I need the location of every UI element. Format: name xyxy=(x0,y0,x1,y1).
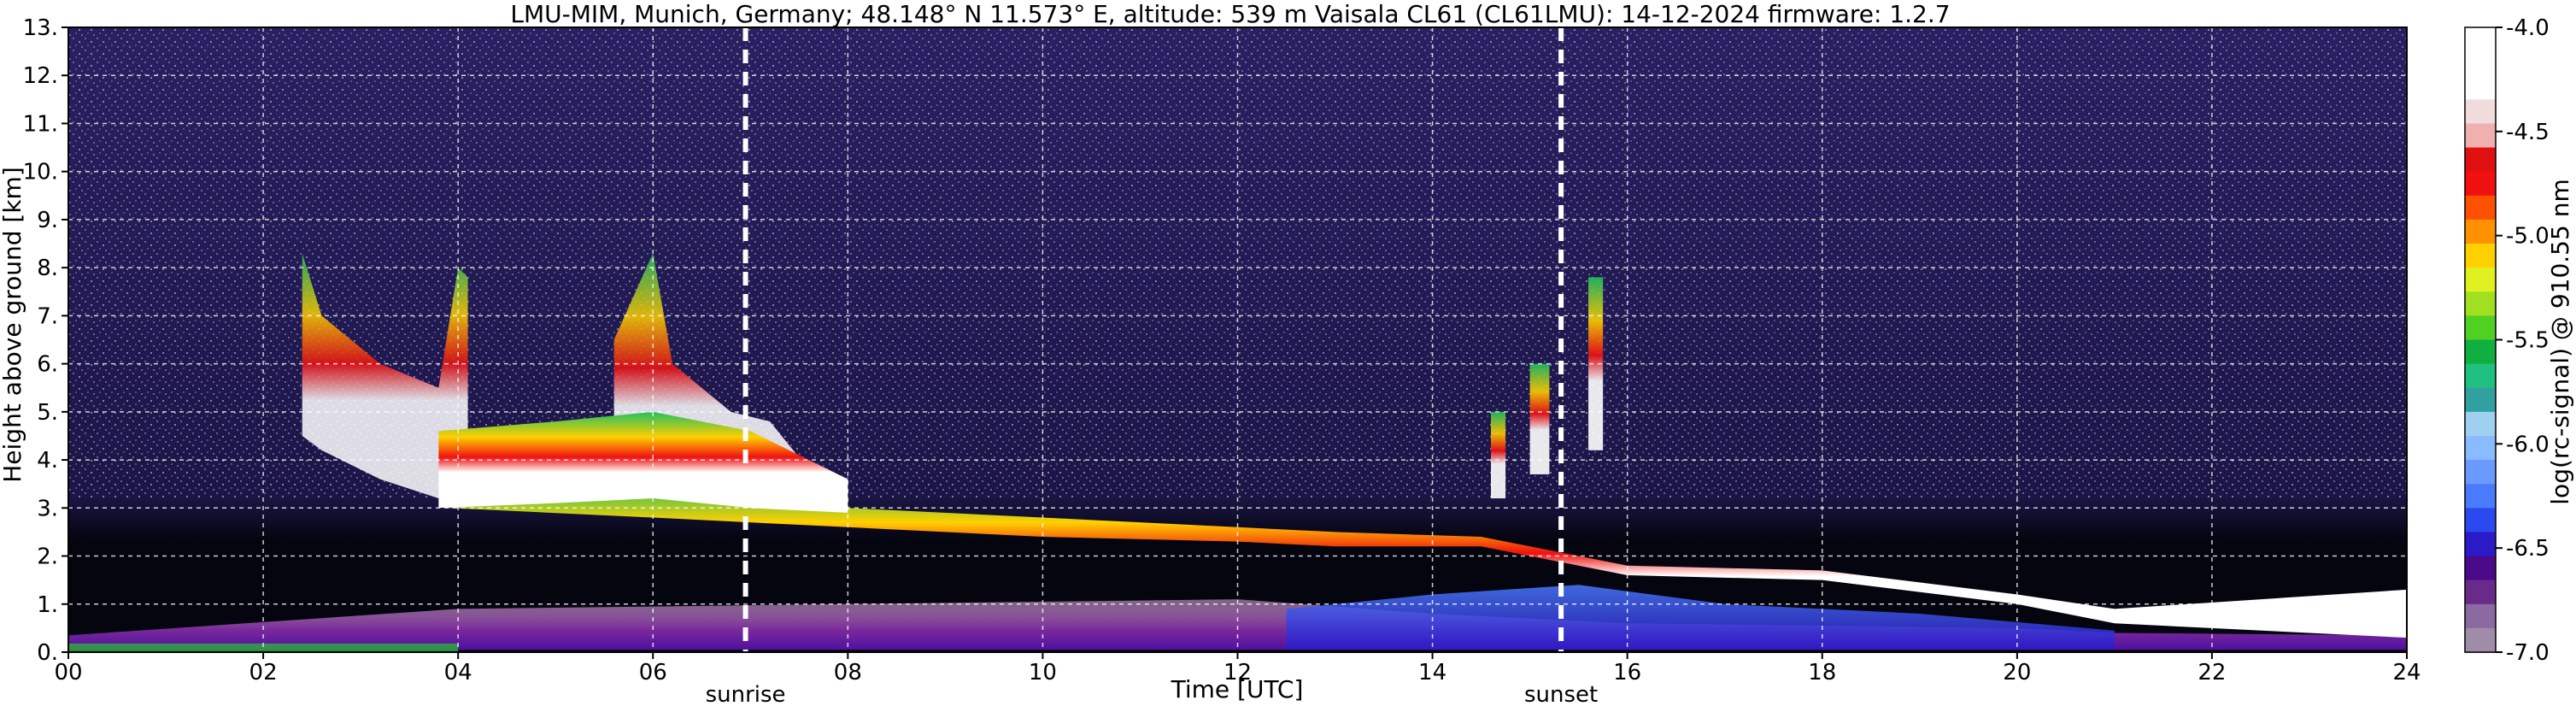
axes: 00 02 04 06 08 10 12 14 16 18 20 22 24 0. 1. 2. 3. 4. 5. 6.… xyxy=(23,15,2421,685)
colorbar-segment xyxy=(2465,244,2496,269)
colorbar-tick-label: -6.0 xyxy=(2506,432,2550,457)
colorbar-segment xyxy=(2465,435,2496,462)
colorbar-segment xyxy=(2465,532,2496,557)
colorbar-segment xyxy=(2465,315,2496,341)
y-tick-label: 8. xyxy=(37,256,58,281)
colorbar-segment xyxy=(2465,291,2496,317)
colorbar-segment xyxy=(2465,171,2496,197)
plot-frame xyxy=(67,26,2408,653)
colorbar-segment xyxy=(2465,219,2496,245)
colorbar-segment xyxy=(2465,387,2496,413)
x-tick-label: 10 xyxy=(1029,660,1057,685)
colorbar-segment xyxy=(2465,603,2496,629)
y-tick-label: 4. xyxy=(37,448,58,474)
colorbar-segment xyxy=(2465,268,2496,293)
colorbar-segment xyxy=(2465,627,2496,653)
y-tick-label: 2. xyxy=(37,544,58,570)
colorbar-segment xyxy=(2465,411,2496,437)
colorbar-segment xyxy=(2465,99,2496,125)
cloud-column-1 xyxy=(1491,411,1506,499)
colorbar-tick-label: -4.0 xyxy=(2506,15,2550,41)
y-tick-label: 9. xyxy=(37,208,58,233)
x-tick-label: 20 xyxy=(2003,660,2031,685)
cloud-column-2 xyxy=(1529,363,1550,474)
y-tick-label: 0. xyxy=(37,640,58,666)
colorbar-segment xyxy=(2465,75,2496,101)
colorbar-tick-label: -5.5 xyxy=(2506,328,2550,354)
colorbar-segment xyxy=(2465,51,2496,77)
marker-label-sunrise: sunrise xyxy=(706,682,786,706)
y-tick-label: 13. xyxy=(23,15,58,41)
x-tick-label: 14 xyxy=(1418,660,1446,685)
y-tick-label: 12. xyxy=(23,63,58,89)
x-tick-label: 06 xyxy=(639,660,667,685)
x-tick-label: 00 xyxy=(54,660,82,685)
colorbar-segment xyxy=(2465,123,2496,149)
colorbar-segment xyxy=(2465,556,2496,581)
colorbar-segment xyxy=(2465,363,2496,389)
colorbar-segment xyxy=(2465,460,2496,485)
colorbar-tick-label: -6.5 xyxy=(2506,536,2550,562)
cloud-base xyxy=(448,484,2408,638)
colorbar-segment xyxy=(2465,508,2496,533)
colorbar-tick-label: -4.5 xyxy=(2506,120,2550,145)
x-tick-label: 12 xyxy=(1223,660,1252,685)
x-tick-label: 16 xyxy=(1613,660,1641,685)
x-tick-label: 04 xyxy=(444,660,472,685)
x-tick-label: 22 xyxy=(2198,660,2226,685)
x-tick-label: 02 xyxy=(249,660,278,685)
colorbar-segment xyxy=(2465,484,2496,509)
x-tick-label: 08 xyxy=(834,660,862,685)
colorbar-segment xyxy=(2465,580,2496,605)
colorbar-tick-label: -5.0 xyxy=(2506,224,2550,250)
marker-label-sunset: sunset xyxy=(1524,682,1598,706)
x-axis-label: Time [UTC] xyxy=(1171,675,1304,703)
y-tick-label: 11. xyxy=(23,111,58,137)
y-axis-label: Height above ground [km] xyxy=(0,167,26,483)
colorbar-segment xyxy=(2465,195,2496,221)
cloud-plume-1 xyxy=(302,253,468,499)
y-tick-label: 10. xyxy=(23,160,58,185)
blue-surface-layer xyxy=(1286,585,2115,650)
event-markers: sunrise sunset xyxy=(706,27,1598,706)
y-tick-label: 1. xyxy=(37,592,58,618)
colorbar-segment xyxy=(2465,27,2496,53)
surface-strip xyxy=(68,643,459,652)
colorbar-label: log(rc-signal) @ 910.55 nm xyxy=(2546,179,2574,504)
y-tick-label: 7. xyxy=(37,303,58,329)
colorbar: -4.0 -4.5 -5.0 -5.5 -6.0 -6.5 -7.0 xyxy=(2464,15,2550,666)
chart-title: LMU-MIM, Munich, Germany; 48.148° N 11.5… xyxy=(510,0,1950,28)
x-tick-label: 24 xyxy=(2392,660,2421,685)
colorbar-segment xyxy=(2465,147,2496,173)
x-tick-label: 18 xyxy=(1808,660,1836,685)
colorbar-segment xyxy=(2465,339,2496,365)
y-tick-label: 3. xyxy=(37,496,58,521)
cloud-column-3 xyxy=(1588,277,1604,450)
colorbar-tick-label: -7.0 xyxy=(2506,640,2550,666)
y-tick-label: 5. xyxy=(37,400,58,426)
y-tick-label: 6. xyxy=(37,352,58,378)
